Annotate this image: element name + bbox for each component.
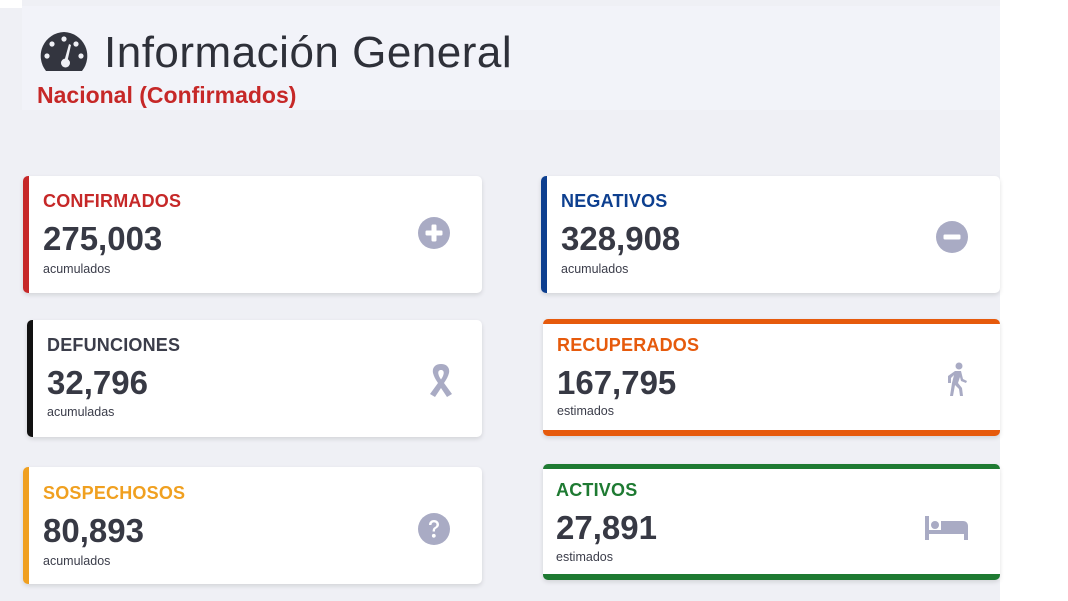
- ribbon-icon: [425, 362, 457, 398]
- card-sub: estimados: [556, 550, 613, 564]
- card-sub: acumulados: [43, 554, 111, 568]
- card-recuperados[interactable]: RECUPERADOS 167,795 estimados: [543, 319, 1000, 436]
- card-label: ACTIVOS: [556, 480, 638, 500]
- card-sub: estimados: [557, 404, 614, 418]
- card-sub: acumulados: [561, 262, 629, 276]
- card-value: 328,908: [561, 220, 681, 257]
- card-activos[interactable]: ACTIVOS 27,891 estimados: [543, 464, 1000, 580]
- card-label: NEGATIVOS: [561, 191, 668, 211]
- card-value: 27,891: [556, 509, 657, 546]
- page-subtitle: Nacional (Confirmados): [37, 82, 297, 108]
- header-panel: [22, 6, 1000, 110]
- card-value: 167,795: [557, 364, 677, 401]
- page-title: Información General: [104, 28, 513, 77]
- card-value: 32,796: [47, 364, 148, 401]
- title-row: Información General: [38, 28, 512, 78]
- question-circle-icon: [418, 513, 450, 545]
- card-value: 80,893: [43, 512, 144, 549]
- card-negativos[interactable]: NEGATIVOS 328,908 acumulados: [541, 176, 1000, 293]
- bed-icon: [925, 514, 969, 542]
- card-sub: acumulados: [43, 262, 111, 276]
- card-label: DEFUNCIONES: [47, 335, 181, 355]
- card-defunciones[interactable]: DEFUNCIONES 32,796 acumuladas: [27, 320, 482, 437]
- header-corner: [0, 0, 22, 8]
- card-label: RECUPERADOS: [557, 335, 700, 355]
- plus-circle-icon: [418, 217, 450, 249]
- card-label: SOSPECHOSOS: [43, 483, 186, 503]
- card-confirmados[interactable]: CONFIRMADOS 275,003 acumulados: [23, 176, 482, 293]
- card-sub: acumuladas: [47, 405, 115, 419]
- walking-person-icon: [946, 362, 970, 398]
- card-sospechosos[interactable]: SOSPECHOSOS 80,893 acumulados: [23, 467, 482, 584]
- gauge-icon: [40, 32, 88, 71]
- card-value: 275,003: [43, 220, 163, 257]
- card-label: CONFIRMADOS: [43, 191, 182, 211]
- minus-circle-icon: [936, 221, 968, 253]
